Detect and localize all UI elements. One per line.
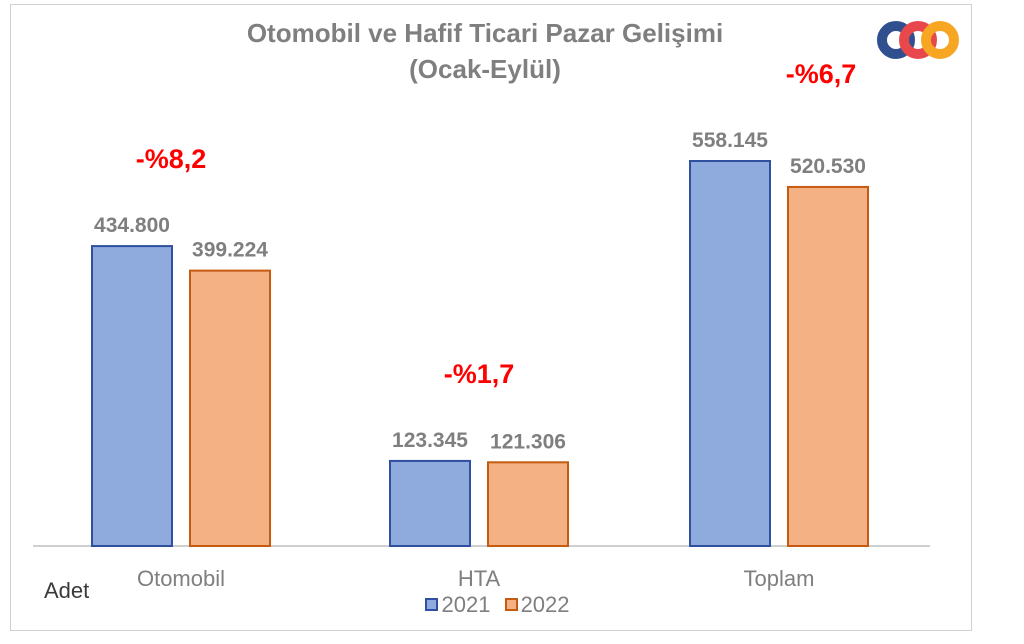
chart-title: Otomobil ve Hafif Ticari Pazar Gelişimi bbox=[246, 18, 724, 48]
data-label-2021-otomobil: 434.800 bbox=[94, 214, 170, 237]
bar-2021-toplam bbox=[689, 160, 771, 547]
bar-2021-hta bbox=[389, 459, 471, 548]
legend-item-2021: 2021 bbox=[425, 592, 490, 618]
data-label-2022-otomobil: 399.224 bbox=[192, 239, 268, 262]
category-label-hta: HTA bbox=[458, 566, 501, 591]
bar-2022-otomobil bbox=[189, 269, 271, 547]
logo-ring-3 bbox=[921, 21, 959, 59]
legend-swatch-2021 bbox=[425, 598, 439, 611]
bar-2022-hta bbox=[487, 461, 569, 547]
category-label-toplam: Toplam bbox=[744, 566, 815, 591]
chart-subtitle: (Ocak-Eylül) bbox=[409, 54, 561, 84]
odd-logo bbox=[877, 21, 959, 59]
category-label-otomobil: Otomobil bbox=[137, 566, 225, 591]
legend-swatch-2022 bbox=[504, 598, 518, 611]
data-label-2021-hta: 123.345 bbox=[392, 429, 468, 452]
logo-ring-1 bbox=[877, 21, 915, 59]
legend-label-2021: 2021 bbox=[441, 591, 491, 617]
data-label-2022-hta: 121.306 bbox=[490, 430, 566, 453]
bar-2022-toplam bbox=[787, 185, 869, 547]
change-label-toplam: -%6,7 bbox=[786, 59, 857, 89]
logo-ring-2 bbox=[899, 21, 937, 59]
chart-legend: 2021 2022 bbox=[0, 591, 995, 618]
change-label-hta: -%1,7 bbox=[444, 359, 515, 389]
bar-2021-otomobil bbox=[91, 245, 173, 547]
data-label-2022-toplam: 520.530 bbox=[790, 155, 866, 178]
legend-item-2022: 2022 bbox=[504, 591, 570, 618]
change-label-otomobil: -%8,2 bbox=[136, 144, 207, 174]
data-label-2021-toplam: 558.145 bbox=[692, 129, 768, 152]
legend-label-2022: 2022 bbox=[520, 591, 570, 617]
y-unit-label: Adet bbox=[44, 578, 90, 603]
